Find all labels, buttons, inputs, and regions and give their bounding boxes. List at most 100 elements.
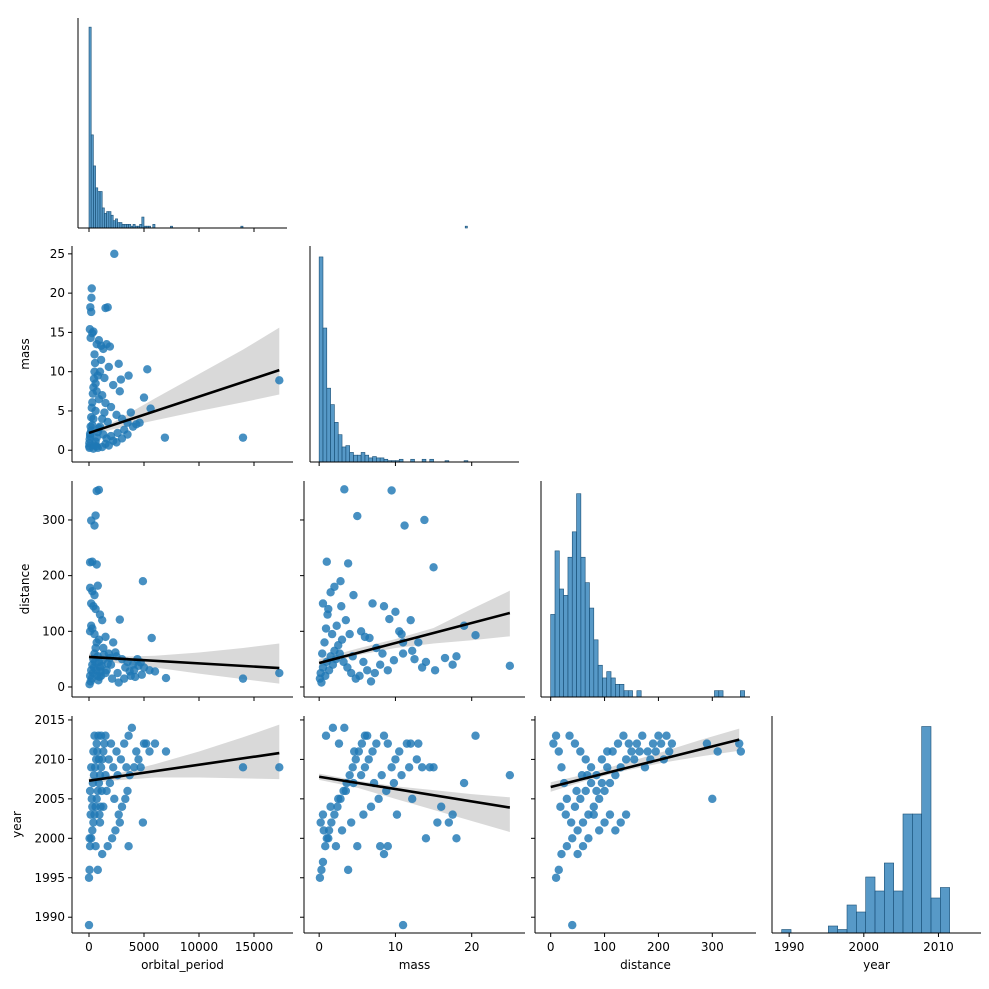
hist-bar [364,454,370,463]
scatter-point [275,763,284,772]
scatter-point [90,590,99,600]
hist-bar [126,224,129,229]
scatter-point [321,842,330,851]
scatter-point [93,371,103,380]
scatter-point [387,486,396,495]
scatter-point [505,770,515,780]
scatter-point [713,747,722,756]
scatter-point [408,794,417,804]
hist-bar [119,222,123,229]
scatter-point [331,842,341,851]
hist-bar [597,664,603,698]
hist-bar [902,813,913,934]
x-axis-label: distance [620,958,671,972]
scatter-point [319,826,328,835]
scatter-point [120,425,129,434]
panel-mass-vs-orbital_period: 0 5 10 15 20 25 mass [18,246,293,466]
scatter-point [91,755,101,764]
scatter-point [96,802,105,811]
scatter-point [84,873,94,882]
hist-bar [930,897,941,934]
scatter-point [643,747,652,756]
scatter-point [86,810,95,819]
scatter-point [420,515,429,525]
hist-bar [627,690,633,698]
x-tick-label: 10 [388,940,403,954]
scatter-point [452,834,461,843]
hist-bar [318,256,324,463]
scatter-point [317,865,326,875]
scatter-point [429,563,438,572]
hist-bar [865,876,876,934]
hist-bar [110,214,114,229]
scatter-point [665,747,674,756]
panel-distance-vs-orbital_period: 0 100 200 300 distance [18,481,293,701]
hist-bar [602,677,608,698]
scatter-point [448,810,457,819]
scatter-point [417,663,427,672]
hist-bar [563,595,569,698]
scatter-point [360,763,370,772]
x-tick-label: 0 [547,940,555,954]
scatter-point [318,857,328,867]
hist-bar [912,813,922,934]
scatter-point [131,672,140,682]
x-tick-label: 0 [315,940,323,954]
scatter-point [374,794,383,804]
scatter-point [88,398,97,407]
y-tick-label: 10 [50,365,65,379]
scatter-point [103,417,112,427]
scatter-point [656,739,666,748]
scatter-point [89,770,99,780]
scatter-point [91,406,100,416]
scatter-point [123,786,132,796]
y-tick-label: 300 [42,513,65,527]
y-tick-label: 100 [42,624,65,638]
hist-bar [593,639,599,698]
scatter-point [557,849,566,859]
scatter-point [275,668,284,678]
scatter-point [570,802,580,811]
hist-bar [379,457,385,463]
scatter-point [379,849,389,859]
hist-bar [372,456,377,463]
scatter-point [562,794,572,804]
scatter-point [88,826,97,835]
scatter-point [109,638,118,647]
hist-bar [152,224,156,229]
scatter-point [359,657,368,667]
scatter-point [91,379,100,388]
scatter-point [471,631,480,640]
y-tick-label: 25 [50,247,65,261]
scatter-point [736,747,746,756]
scatter-point [87,293,96,303]
hist-bar [93,165,96,229]
y-axis-label: distance [18,564,32,615]
hist-bar [337,434,343,463]
hist-bar [589,607,595,698]
panel-mass-vs-mass [309,246,519,466]
scatter-point [597,778,607,788]
scatter-point [573,849,582,859]
scatter-point [452,652,461,661]
scatter-point [648,739,658,748]
scatter-point [505,661,515,671]
scatter-point [86,303,95,312]
hist-bar [893,890,904,934]
scatter-point [138,577,148,586]
scatter-point [85,558,95,567]
scatter-point [85,786,95,796]
hist-bar [584,582,590,698]
scatter-point [100,373,109,383]
scatter-point [366,802,376,811]
scatter-point [566,818,576,827]
scatter-point [350,747,359,756]
scatter-point [400,521,409,530]
scatter-point [327,818,336,827]
hist-bar [360,452,366,463]
hist-bar [580,556,586,698]
hist-bar [874,890,885,934]
scatter-point [115,615,125,624]
hist-bar [576,493,582,698]
scatter-point [103,842,112,851]
